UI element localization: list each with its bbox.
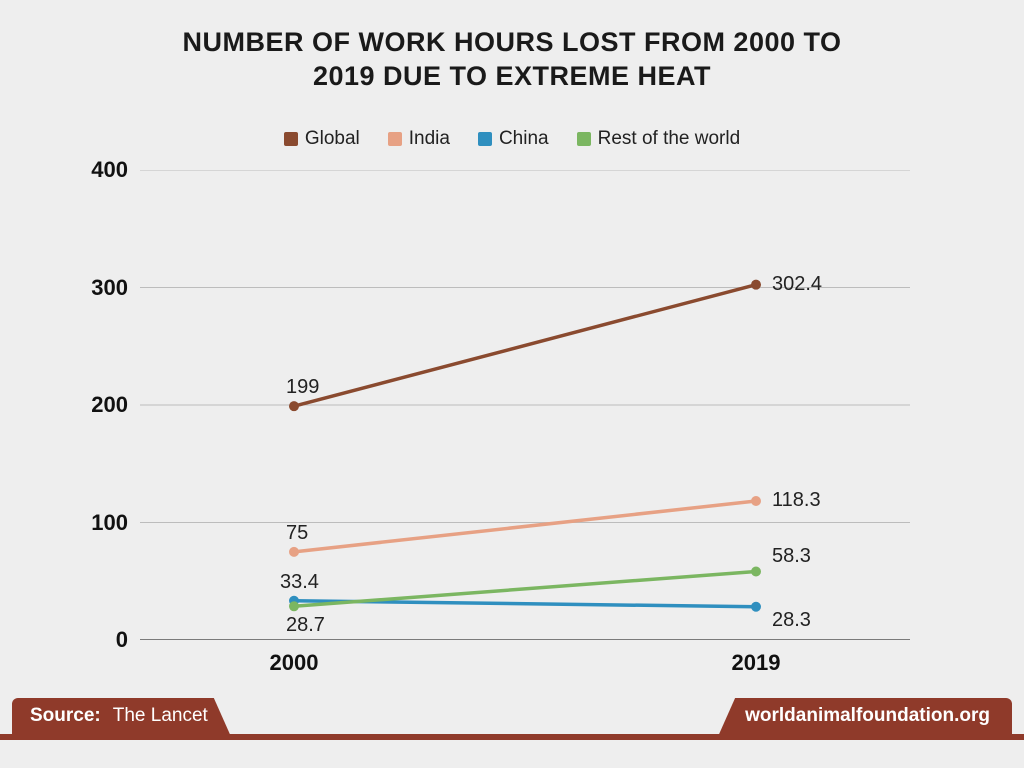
legend-label: China	[499, 128, 549, 150]
line-chart: 010020030040020002019199302.475118.333.4…	[140, 170, 910, 640]
y-tick-label: 100	[91, 510, 140, 536]
y-tick-label: 200	[91, 392, 140, 418]
legend-label: India	[409, 128, 450, 150]
data-label: 33.4	[280, 571, 319, 594]
data-label: 28.7	[286, 614, 325, 637]
legend-label: Global	[305, 128, 360, 150]
chart-canvas	[140, 170, 910, 640]
chart-title-line1: NUMBER OF WORK HOURS LOST FROM 2000 TO	[0, 26, 1024, 60]
x-tick-label: 2000	[270, 640, 319, 676]
data-label: 302.4	[772, 273, 822, 296]
legend-item: Rest of the world	[577, 128, 741, 150]
legend-item: India	[388, 128, 450, 150]
data-label: 118.3	[772, 489, 821, 512]
x-tick-label: 2019	[732, 640, 781, 676]
chart-title-line2: 2019 DUE TO EXTREME HEAT	[0, 60, 1024, 94]
legend-swatch	[577, 132, 591, 146]
source-tag: Source: The Lancet	[12, 698, 230, 734]
chart-legend: Global India China Rest of the world	[0, 128, 1024, 150]
source-value: The Lancet	[113, 705, 208, 727]
y-tick-label: 0	[116, 627, 140, 653]
y-tick-label: 300	[91, 275, 140, 301]
legend-swatch	[388, 132, 402, 146]
legend-label: Rest of the world	[598, 128, 741, 150]
y-tick-label: 400	[91, 157, 140, 183]
legend-swatch	[284, 132, 298, 146]
legend-item: China	[478, 128, 549, 150]
source-label: Source:	[30, 705, 101, 727]
data-label: 199	[286, 376, 319, 399]
data-label: 28.3	[772, 609, 811, 632]
footer-bar	[0, 734, 1024, 740]
data-label: 75	[286, 522, 308, 545]
site-tag: worldanimalfoundation.org	[719, 698, 1012, 734]
legend-swatch	[478, 132, 492, 146]
data-label: 58.3	[772, 545, 811, 568]
legend-item: Global	[284, 128, 360, 150]
site-value: worldanimalfoundation.org	[745, 705, 990, 727]
